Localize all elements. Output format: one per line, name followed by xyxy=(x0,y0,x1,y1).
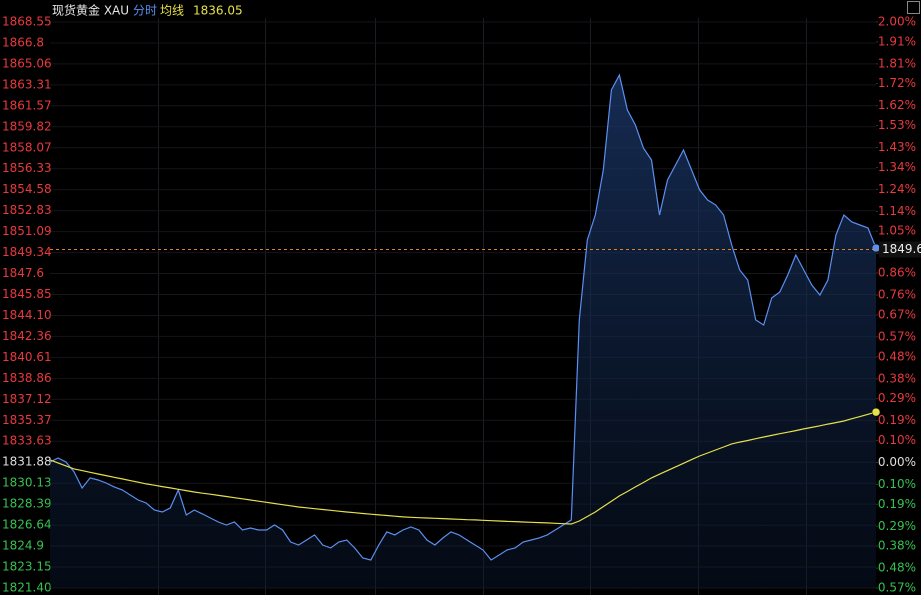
y2-tick-label: 1.53% xyxy=(878,118,916,132)
y2-tick-label: 1.81% xyxy=(878,56,916,70)
y-tick-label: 1824.9 xyxy=(2,538,44,552)
y2-tick-label: 0.38% xyxy=(878,371,916,385)
chart-title: 现货黄金 XAU xyxy=(52,3,129,18)
last-price-box xyxy=(879,241,921,258)
y-tick-label: 1831.88 xyxy=(2,455,52,469)
y-tick-label: 1854.58 xyxy=(2,182,52,196)
y-tick-label: 1833.63 xyxy=(2,434,52,448)
y2-tick-label: 0.67% xyxy=(878,307,916,321)
y-tick-label: 1849.34 xyxy=(2,245,52,259)
y2-tick-label: 0.48% xyxy=(878,349,916,363)
y2-tick-label: 0.38% xyxy=(878,539,916,553)
y2-tick-label: 0.57% xyxy=(878,329,916,343)
y2-tick-label: 1.62% xyxy=(878,98,916,112)
y-tick-label: 1842.36 xyxy=(2,329,52,343)
y-tick-label: 1852.83 xyxy=(2,203,52,217)
y2-tick-label: 1.43% xyxy=(878,140,916,154)
y-tick-label: 1844.10 xyxy=(2,308,52,322)
y2-tick-label: 0.00% xyxy=(878,455,916,469)
y2-tick-label: 1.05% xyxy=(878,224,916,238)
y-tick-label: 1858.07 xyxy=(2,140,52,154)
y2-tick-label: 1.72% xyxy=(878,76,916,90)
y2-tick-label: 2.00% xyxy=(878,15,916,29)
average-line xyxy=(49,411,877,525)
y2-tick-label: 0.19% xyxy=(878,413,916,427)
y2-tick-label: 0.86% xyxy=(878,266,916,280)
y-tick-label: 1840.61 xyxy=(2,350,52,364)
end-dot xyxy=(871,243,881,253)
corner-icon[interactable] xyxy=(907,1,920,14)
y2-tick-label: 1.24% xyxy=(878,182,916,196)
y-tick-label: 1823.15 xyxy=(2,559,52,573)
y-tick-label: 1865.06 xyxy=(2,56,52,70)
y2-tick-label: 0.48% xyxy=(878,561,916,575)
y-tick-label: 1859.82 xyxy=(2,119,52,133)
y-tick-label: 1861.57 xyxy=(2,98,52,112)
y-tick-label: 1847.6 xyxy=(2,266,44,280)
y-tick-label: 1845.85 xyxy=(2,287,52,301)
y2-tick-label: 0.29% xyxy=(878,519,916,533)
y-tick-label: 1828.39 xyxy=(2,497,52,511)
last-price-label: 1849.6 xyxy=(882,242,921,256)
end-dot xyxy=(871,407,881,417)
y-tick-label: 1821.40 xyxy=(2,581,52,595)
y-tick-label: 1851.09 xyxy=(2,224,52,238)
y-tick-label: 1838.86 xyxy=(2,371,52,385)
y-tick-label: 1837.12 xyxy=(2,392,52,406)
y-tick-label: 1866.8 xyxy=(2,36,44,50)
legend-price: 分时 xyxy=(133,4,157,18)
price-area xyxy=(50,75,876,589)
legend-average: 均线 xyxy=(160,4,184,18)
y-tick-label: 1835.37 xyxy=(2,413,52,427)
y-tick-label: 1826.64 xyxy=(2,518,52,532)
y-tick-label: 1863.31 xyxy=(2,77,52,91)
y2-tick-label: 0.10% xyxy=(878,433,916,447)
y2-tick-label: 0.29% xyxy=(878,391,916,405)
y2-tick-label: 0.76% xyxy=(878,288,916,302)
y2-tick-label: 0.10% xyxy=(878,477,916,491)
y2-tick-label: 1.34% xyxy=(878,160,916,174)
price-line xyxy=(49,73,877,561)
y2-tick-label: 0.57% xyxy=(878,581,916,595)
y-tick-label: 1830.13 xyxy=(2,476,52,490)
y2-tick-label: 0.19% xyxy=(878,497,916,511)
y-tick-label: 1868.55 xyxy=(2,15,52,29)
y2-tick-label: 1.14% xyxy=(878,204,916,218)
y-tick-label: 1856.33 xyxy=(2,161,52,175)
legend-average-value: 1836.05 xyxy=(193,4,243,18)
y2-tick-label: 1.91% xyxy=(878,34,916,48)
